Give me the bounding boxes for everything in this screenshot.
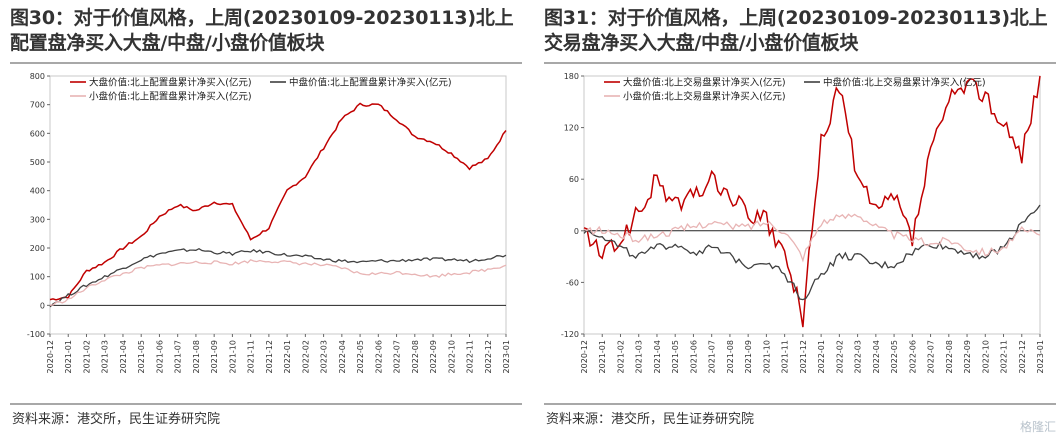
x-tick-label: 2022-04 [872,340,881,373]
x-tick-label: 2022-08 [945,340,954,373]
x-tick-label: 2021-12 [799,340,808,373]
x-tick-label: 2022-09 [963,340,972,373]
watermark-logo: 格隆汇 [1019,420,1056,434]
x-tick-label: 2022-07 [927,340,936,373]
x-tick-label: 2021-05 [137,340,146,373]
x-tick-label: 2021-02 [616,340,625,373]
y-tick-label: 60 [569,175,579,184]
x-tick-label: 2021-11 [781,340,790,373]
x-tick-label: 2022-02 [301,340,310,373]
legend-label: 小盘价值:北上交易盘累计净买入(亿元) [623,91,786,103]
title-divider [10,62,522,64]
chart-source: 资料来源：港交所，民生证券研究院 [546,412,755,427]
plot-area [583,75,1041,335]
y-tick-label: 100 [30,273,45,282]
chart-30-plot: -100 0 100 200 300 400 500 600 700 800 2020-12 2021… [27,72,511,373]
x-tick-label: 2021-10 [228,340,237,373]
chart-panel-31: 图31：对于价值风格，上周(20230109-20230113)北上交易盘净买入… [540,0,1060,443]
y-tick-label: -120 [561,330,579,339]
x-tick-label: 2023-01 [502,340,511,373]
x-tick-label: 2021-08 [192,340,201,373]
legend-label: 中盘价值:北上配置盘累计净买入(亿元) [289,77,452,89]
series-line [583,204,1041,301]
series-line [49,247,507,308]
series-line [49,102,507,301]
x-tick-label: 2022-03 [320,340,329,373]
x-tick-label: 2022-01 [283,340,292,373]
x-tick-label: 2022-12 [1018,340,1027,373]
source-divider [10,403,522,405]
x-tick-label: 2021-09 [210,340,219,373]
x-tick-label: 2022-07 [393,340,402,373]
x-tick-label: 2022-10 [981,340,990,373]
y-tick-label: 300 [30,215,45,224]
x-tick-label: 2021-07 [708,340,717,373]
x-tick-label: 2022-05 [356,340,365,373]
y-tick-label: 0 [574,227,579,236]
x-tick-label: 2021-01 [64,340,73,373]
x-tick-label: 2021-03 [101,340,110,373]
chart-31-plot: -120 -60 0 60 120 180 2020-12 2021-01 2021-02 202… [561,72,1045,373]
x-tick-label: 2022-06 [908,340,917,373]
x-tick-label: 2021-01 [598,340,607,373]
x-tick-label: 2021-05 [671,340,680,373]
x-tick-label: 2021-09 [744,340,753,373]
x-tick-label: 2022-06 [374,340,383,373]
x-tick-label: 2022-11 [466,340,475,373]
x-tick-label: 2021-04 [653,340,662,373]
series-line [49,259,507,306]
chart-panel-30: 图30：对于价值风格，上周(20230109-20230113)北上配置盘净买入… [6,0,526,443]
y-tick-label: -100 [27,330,45,339]
x-tick-label: 2021-12 [265,340,274,373]
x-tick-label: 2022-12 [484,340,493,373]
x-tick-label: 2021-02 [82,340,91,373]
y-tick-label: 400 [30,187,45,196]
x-tick-label: 2021-04 [119,340,128,373]
x-tick-label: 2022-10 [447,340,456,373]
y-tick-label: 500 [30,158,45,167]
series-line [583,75,1041,328]
y-tick-label: 800 [30,72,45,81]
y-tick-label: 0 [40,301,45,310]
legend-label: 小盘价值:北上配置盘累计净买入(亿元) [89,91,252,103]
x-tick-label: 2022-03 [854,340,863,373]
y-tick-label: 200 [30,244,45,253]
x-tick-label: 2021-03 [635,340,644,373]
chart-source: 资料来源：港交所，民生证券研究院 [12,412,221,427]
x-tick-label: 2021-10 [762,340,771,373]
y-tick-label: 180 [564,72,579,81]
chart-title: 图30：对于价值风格，上周(20230109-20230113)北上配置盘净买入… [10,7,514,54]
series-line [583,213,1041,263]
x-tick-label: 2022-05 [890,340,899,373]
source-divider [544,403,1056,405]
title-divider [544,62,1056,64]
y-tick-label: -60 [566,278,579,287]
x-tick-label: 2021-11 [247,340,256,373]
plot-area [49,75,507,335]
legend-label: 大盘价值:北上配置盘累计净买入(亿元) [89,77,252,89]
x-tick-label: 2022-11 [1000,340,1009,373]
x-tick-label: 2020-12 [46,340,55,373]
chart-title: 图31：对于价值风格，上周(20230109-20230113)北上交易盘净买入… [544,7,1048,54]
x-tick-label: 2021-06 [689,340,698,373]
y-tick-label: 600 [30,129,45,138]
x-tick-label: 2023-01 [1036,340,1045,373]
legend-label: 大盘价值:北上交易盘累计净买入(亿元) [623,77,786,89]
y-tick-label: 700 [30,101,45,110]
x-tick-label: 2022-01 [817,340,826,373]
legend-label: 中盘价值:北上交易盘累计净买入(亿元) [823,77,986,89]
x-tick-label: 2021-08 [726,340,735,373]
x-tick-label: 2022-04 [338,340,347,373]
x-tick-label: 2021-07 [174,340,183,373]
x-tick-label: 2022-02 [835,340,844,373]
x-tick-label: 2022-08 [411,340,420,373]
y-tick-label: 120 [564,124,579,133]
x-tick-label: 2021-06 [155,340,164,373]
x-tick-label: 2022-09 [429,340,438,373]
x-tick-label: 2020-12 [580,340,589,373]
